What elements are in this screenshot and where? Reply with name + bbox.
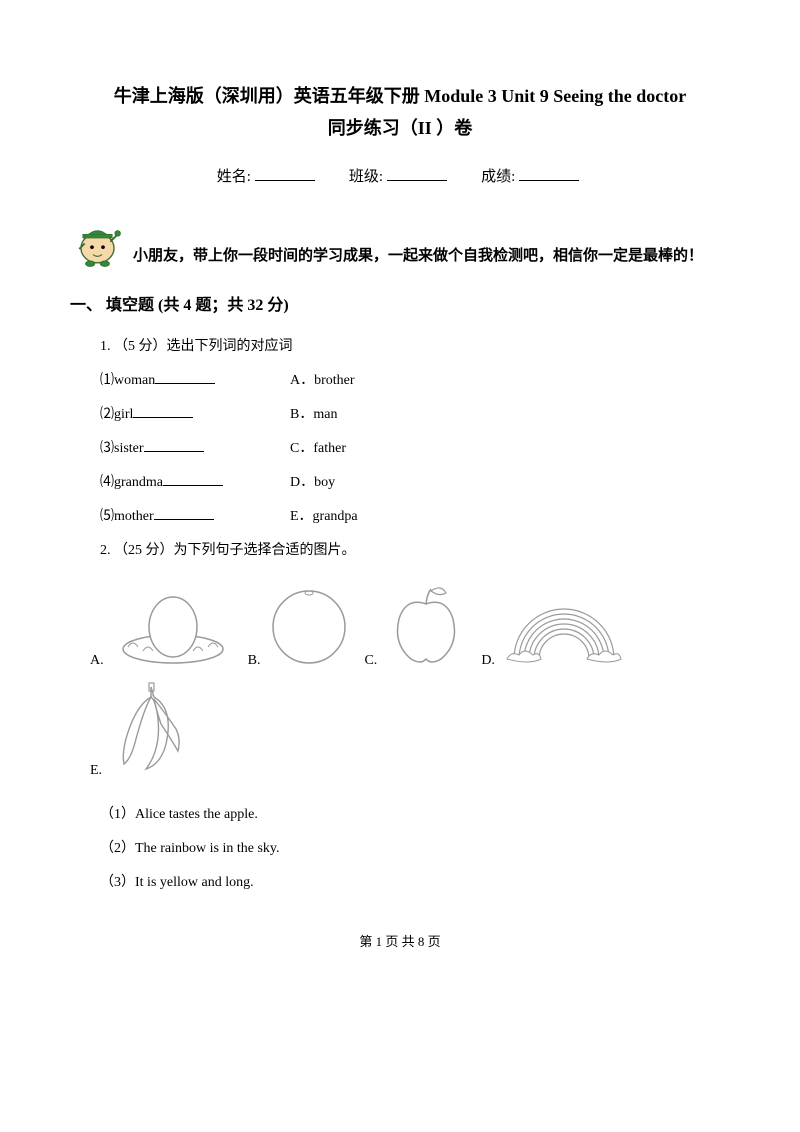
q2-picture-row: A. B. C. [90, 579, 730, 789]
page-footer: 第 1 页 共 8 页 [70, 931, 730, 950]
q2-stem: 2. （25 分）为下列句子选择合适的图片。 [100, 539, 730, 559]
q2-pic-e: E. [90, 679, 720, 779]
q2-pic-d: D. [481, 589, 629, 669]
q2-pic-b: B. [248, 579, 355, 669]
q1-row-2: ⑵girl B．man [100, 403, 730, 423]
q1-blank-3[interactable] [144, 451, 204, 452]
encourage-text: 小朋友，带上你一段时间的学习成果，一起来做个自我检测吧，相信你一定是最棒的！ [133, 244, 703, 271]
q1-blank-2[interactable] [133, 417, 193, 418]
student-info-line: 姓名: 班级: 成绩: [70, 165, 730, 186]
q1-right-3: C．father [290, 437, 346, 457]
rainbow-icon [499, 589, 629, 669]
q1-left-5: ⑸mother [100, 509, 154, 524]
q2-label-e: E. [90, 763, 102, 779]
q2-sentence-1: （1）Alice tastes the apple. [100, 803, 730, 823]
egg-icon [108, 589, 238, 669]
worksheet-page: 牛津上海版（深圳用）英语五年级下册 Module 3 Unit 9 Seeing… [0, 0, 800, 980]
class-label: 班级: [349, 169, 383, 185]
title-line-2: 同步练习（II ）卷 [70, 112, 730, 144]
q1-right-5: E．grandpa [290, 505, 358, 525]
q1-row-4: ⑷grandma D．boy [100, 471, 730, 491]
apple-icon [381, 579, 471, 669]
q2-sentence-2: （2）The rainbow is in the sky. [100, 837, 730, 857]
title-line-1: 牛津上海版（深圳用）英语五年级下册 Module 3 Unit 9 Seeing… [70, 80, 730, 112]
q2-pic-c: C. [364, 579, 471, 669]
name-label: 姓名: [217, 169, 251, 185]
mascot-row: 小朋友，带上你一段时间的学习成果，一起来做个自我检测吧，相信你一定是最棒的！ [70, 216, 730, 271]
q1-right-2: B．man [290, 403, 337, 423]
q1-left-1: ⑴woman [100, 373, 155, 388]
q1-left-2: ⑵girl [100, 407, 133, 422]
class-blank[interactable] [387, 180, 447, 181]
score-label: 成绩: [481, 169, 515, 185]
q1-blank-4[interactable] [163, 485, 223, 486]
q1-blank-5[interactable] [154, 519, 214, 520]
q1-row-5: ⑸mother E．grandpa [100, 505, 730, 525]
q1-row-3: ⑶sister C．father [100, 437, 730, 457]
section-1-header: 一、 填空题 (共 4 题；共 32 分) [70, 291, 730, 315]
q1-right-1: A．brother [290, 369, 355, 389]
q2-label-d: D. [481, 653, 495, 669]
banana-icon [106, 679, 196, 779]
q2-label-b: B. [248, 653, 261, 669]
q1-left-4: ⑷grandma [100, 475, 163, 490]
score-blank[interactable] [519, 180, 579, 181]
mascot-icon [70, 216, 125, 271]
q2-label-c: C. [364, 653, 377, 669]
q1-left-3: ⑶sister [100, 441, 144, 456]
q2-pic-a: A. [90, 589, 238, 669]
orange-icon [264, 579, 354, 669]
q1-row-1: ⑴woman A．brother [100, 369, 730, 389]
q1-right-4: D．boy [290, 471, 335, 491]
q2-label-a: A. [90, 653, 104, 669]
name-blank[interactable] [255, 180, 315, 181]
q1-blank-1[interactable] [155, 383, 215, 384]
q1-stem: 1. （5 分）选出下列词的对应词 [100, 335, 730, 355]
q2-sentence-3: （3）It is yellow and long. [100, 871, 730, 891]
